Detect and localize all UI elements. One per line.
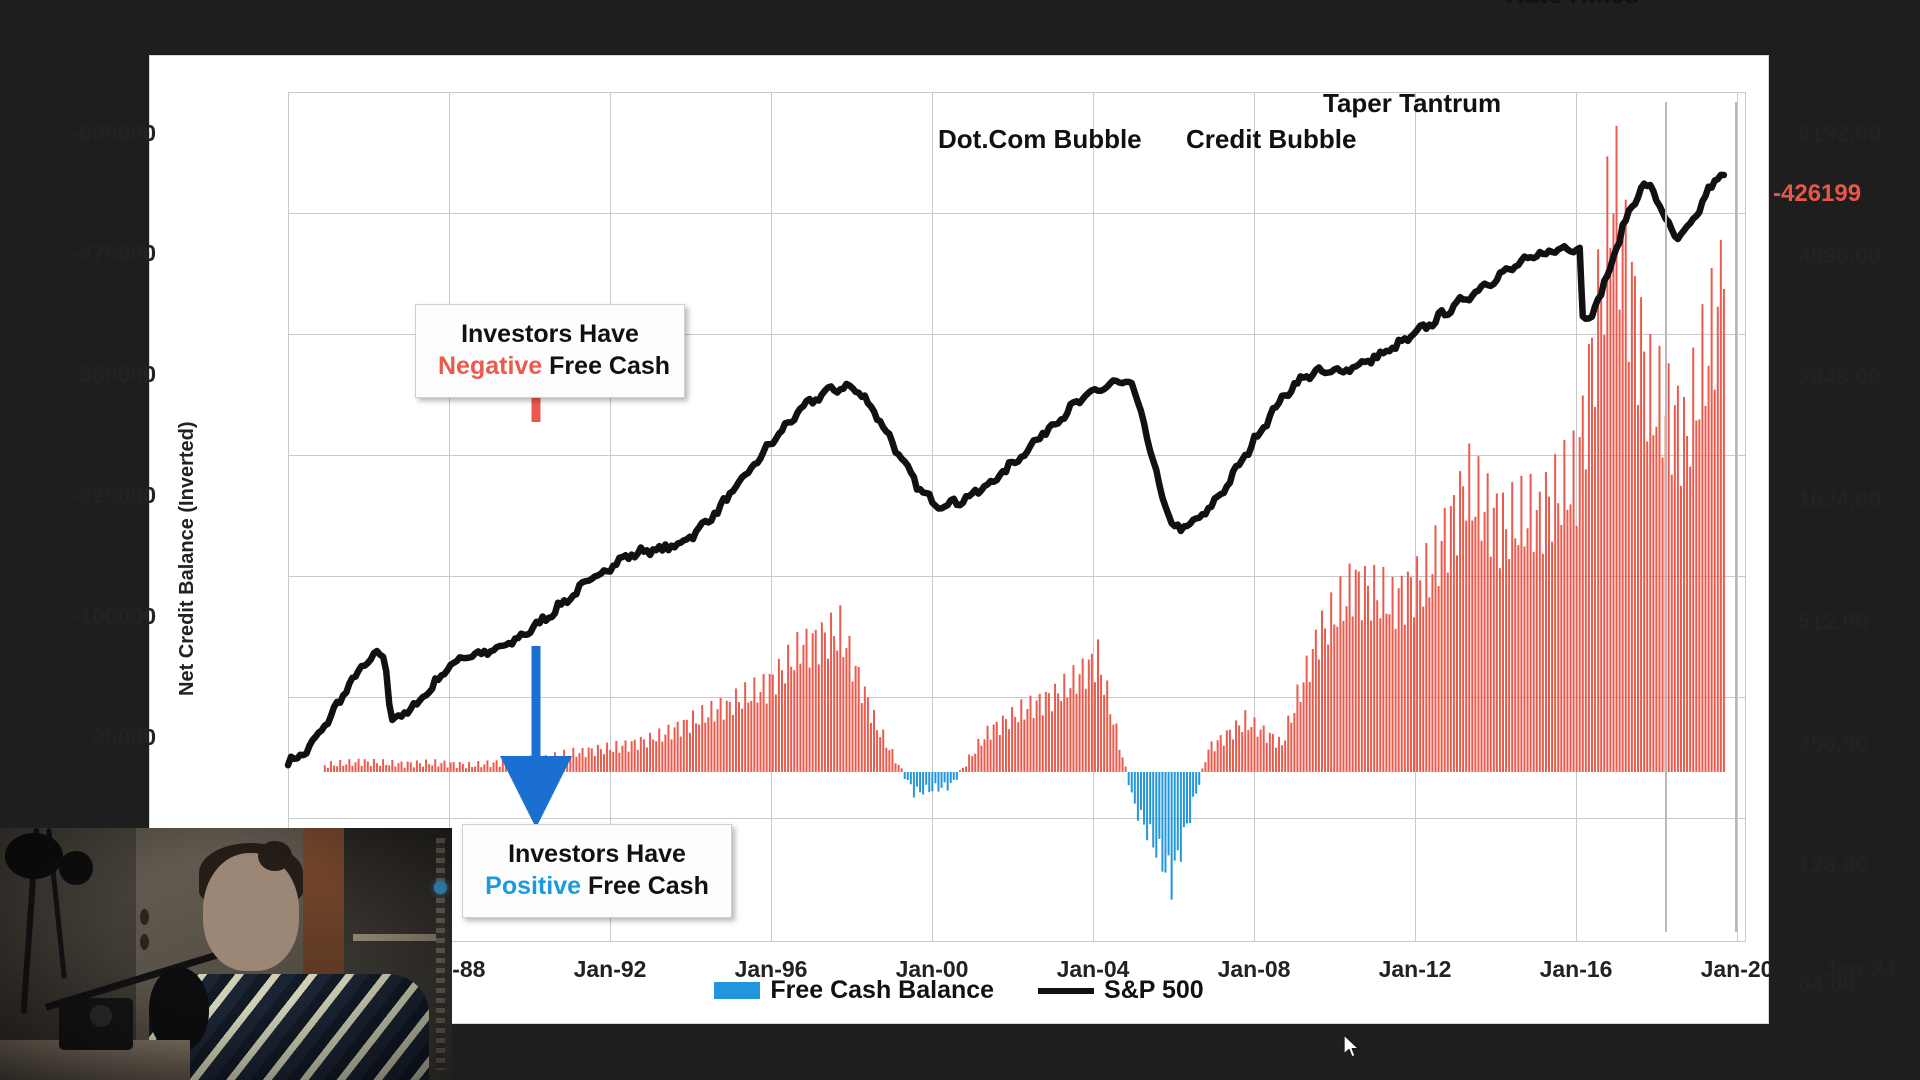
x-tick-7: Jan-16 [1539, 956, 1613, 982]
callout-positive-free-cash: Investors Have Positive Free Cash [462, 824, 732, 918]
right-tick-6: 128.00 [1798, 852, 1869, 878]
callout-positive-rest: Free Cash [581, 872, 709, 900]
callout-positive-line2: Positive Free Cash [485, 870, 709, 902]
callout-negative-line2: Negative Free Cash [438, 350, 670, 382]
x-tick-6: Jan-12 [1378, 956, 1452, 982]
x-tick-2: Jan-96 [734, 956, 808, 982]
legend-line-swatch-icon [1038, 987, 1095, 994]
right-tick-5: 256.00 [1798, 730, 1869, 756]
legend-label-free-cash-balance: Free Cash Balance [770, 976, 995, 1004]
sp500-line [284, 171, 1728, 769]
webcam-overlay[interactable] [0, 828, 452, 1080]
free-cash-balance-bars [323, 125, 1725, 900]
callout-negative-line1: Investors Have [461, 320, 639, 348]
left-tick-4: -100000 [71, 603, 156, 629]
right-tick-3: 1024.00 [1798, 486, 1882, 512]
right-tick-7: 64.00 [1798, 970, 1856, 996]
legend-label-sp500: S&P 500 [1104, 976, 1204, 1004]
callout-positive-line1: Investors Have [508, 840, 686, 868]
annotation-credit-bubble: Credit Bubble [1186, 124, 1357, 154]
x-tick-3: Jan-00 [895, 956, 969, 982]
annotation-dotcom-bubble: Dot.Com Bubble [938, 124, 1142, 154]
mouse-cursor-icon [1343, 1034, 1360, 1058]
annotation-current-value: -426199 [1773, 180, 1862, 207]
x-tick-8: Jan-20 [1700, 956, 1774, 982]
callout-positive-highlight: Positive [485, 872, 582, 900]
legend-item-sp500[interactable]: S&P 500 [1038, 976, 1204, 1005]
callout-negative-rest: Free Cash [542, 352, 671, 380]
plot-area[interactable]: Crash of 1987 Dot.Com Bubble Credit Bubb… [284, 0, 1861, 942]
callout-negative-highlight: Negative [438, 352, 543, 380]
free-cash-direction-arrows [500, 102, 1737, 932]
left-tick-5: 25000 [92, 724, 156, 750]
x-tick-5: Jan-08 [1217, 956, 1291, 982]
x-tick-9: Jan-24 [1823, 956, 1897, 982]
x-tick-1: Jan-92 [573, 956, 647, 982]
annotation-taper-tantrum: Taper Tantrum [1323, 88, 1502, 118]
left-tick-1: -475000 [71, 240, 156, 266]
chart-legend: Free Cash Balance S&P 500 [150, 976, 1768, 1005]
left-axis-title: Net Credit Balance (Inverted) [176, 421, 198, 696]
left-tick-0: -600000 [71, 120, 156, 146]
right-tick-2: 2048.00 [1798, 364, 1882, 390]
right-tick-1: 4096.00 [1798, 242, 1882, 268]
callout-negative-free-cash: Investors Have Negative Free Cash [415, 304, 685, 398]
left-tick-2: -350000 [71, 361, 156, 387]
right-tick-0: 8192.00 [1798, 120, 1882, 146]
legend-bar-swatch-icon [714, 982, 761, 999]
left-tick-3: -225000 [71, 482, 156, 508]
x-tick-4: Jan-04 [1056, 956, 1130, 982]
legend-item-free-cash-balance[interactable]: Free Cash Balance [714, 976, 994, 1005]
annotation-rate-hikes: Rate Hikes [1506, 0, 1639, 10]
right-tick-4: 512.00 [1798, 608, 1869, 634]
